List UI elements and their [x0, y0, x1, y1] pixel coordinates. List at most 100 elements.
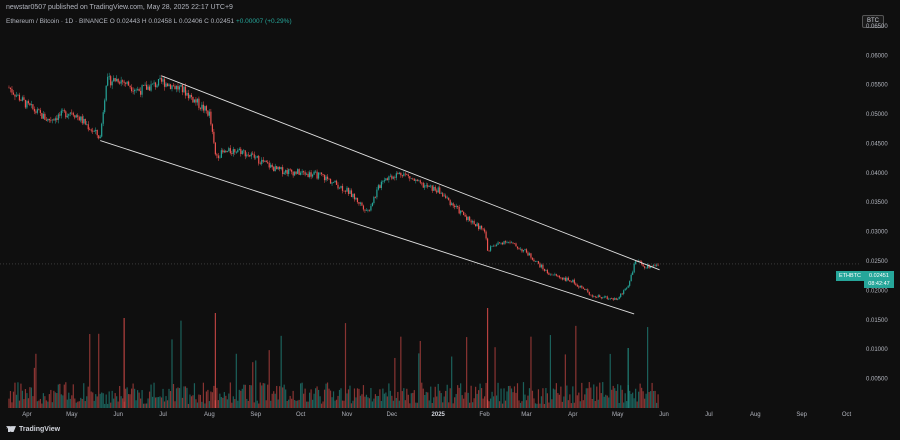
volume-bar: [62, 395, 64, 408]
volume-bar: [578, 392, 580, 408]
candle-body: [406, 173, 408, 175]
candle-body: [288, 169, 290, 174]
candle-body: [385, 178, 387, 181]
candle-body: [319, 172, 321, 174]
candle-body: [125, 82, 127, 84]
volume-bar: [276, 385, 278, 408]
candle-body: [353, 193, 356, 200]
volume-bar: [223, 392, 225, 408]
volume-bar: [561, 401, 563, 408]
candle-body: [380, 181, 382, 188]
candle-body: [632, 272, 634, 275]
volume-bar: [126, 387, 128, 408]
candle-body: [470, 220, 472, 223]
volume-bar: [309, 392, 311, 408]
volume-bar: [591, 398, 593, 408]
volume-bar: [602, 382, 604, 408]
volume-bar: [117, 401, 119, 408]
candle-body: [186, 92, 188, 96]
candle-body: [98, 135, 100, 139]
volume-bar: [434, 386, 436, 408]
candle-body: [320, 172, 323, 175]
volume-bar: [141, 390, 143, 408]
volume-bar: [244, 384, 246, 408]
volume-bar: [350, 403, 353, 408]
volume-bar: [187, 403, 190, 408]
candle-body: [596, 297, 598, 298]
candle-body: [219, 157, 221, 159]
candle-body: [310, 172, 312, 177]
candle-body: [122, 80, 124, 82]
volume-bar: [268, 350, 270, 408]
volume-bar: [232, 396, 234, 408]
volume-bar: [222, 397, 224, 408]
volume-bar: [86, 396, 88, 408]
candle-body: [443, 195, 445, 197]
candle-body: [591, 295, 593, 297]
candle-body: [262, 159, 264, 162]
volume-bar: [135, 400, 137, 408]
candle-body: [129, 85, 131, 88]
volume-bar: [427, 392, 429, 408]
volume-bar: [624, 393, 626, 408]
volume-bar: [325, 383, 327, 408]
volume-bar: [226, 399, 228, 408]
volume-bar: [436, 396, 438, 408]
volume-bar: [425, 391, 427, 408]
candle-body: [101, 123, 103, 137]
candle-body: [543, 268, 546, 271]
tradingview-logo-text: TradingView: [19, 426, 61, 433]
volume-bar: [525, 400, 528, 408]
volume-bar: [419, 340, 421, 408]
volume-bar: [193, 383, 196, 408]
volume-bar: [23, 399, 25, 408]
volume-bar: [382, 388, 384, 408]
volume-bar: [32, 396, 34, 408]
volume-bar: [181, 397, 184, 408]
y-tick-label: 0.06000: [866, 53, 888, 59]
volume-bar: [304, 388, 306, 408]
y-tick-label: 0.01500: [866, 318, 888, 324]
volume-bar: [234, 399, 236, 408]
volume-bar: [555, 383, 557, 408]
volume-bar: [159, 396, 161, 408]
volume-bar: [20, 383, 22, 408]
candle-body: [446, 197, 448, 199]
candle-body: [244, 150, 246, 157]
candle-body: [237, 149, 239, 153]
volume-bar: [415, 402, 417, 408]
volume-bar: [400, 336, 402, 408]
volume-bar: [142, 403, 145, 408]
volume-bar: [165, 396, 167, 408]
volume-bar: [412, 392, 414, 408]
candle-body: [540, 264, 543, 268]
volume-bar: [431, 402, 433, 408]
volume-bar: [48, 394, 50, 408]
candle-body: [341, 185, 344, 191]
candle-body: [609, 298, 611, 299]
volume-bar: [163, 401, 166, 408]
volume-bar: [545, 388, 547, 408]
candle-body: [344, 190, 347, 192]
candle-body: [352, 193, 354, 197]
volume-bar: [219, 393, 221, 408]
candle-body: [642, 264, 644, 267]
tradingview-logo[interactable]: TradingView: [6, 426, 60, 433]
x-tick-label: Oct: [296, 412, 306, 418]
candle-body: [597, 295, 599, 298]
volume-bar: [317, 389, 320, 408]
candle-body: [78, 117, 80, 121]
candle-body: [449, 200, 451, 206]
candle-body: [419, 180, 421, 183]
candle-body: [277, 166, 279, 170]
candle-body: [512, 242, 514, 244]
volume-bar: [522, 382, 525, 408]
candle-body: [35, 111, 37, 113]
volume-bar: [418, 353, 420, 408]
currency-badge[interactable]: BTC: [862, 15, 884, 28]
candle-body: [171, 85, 173, 90]
candle-body: [41, 112, 43, 119]
candle-body: [247, 154, 249, 156]
